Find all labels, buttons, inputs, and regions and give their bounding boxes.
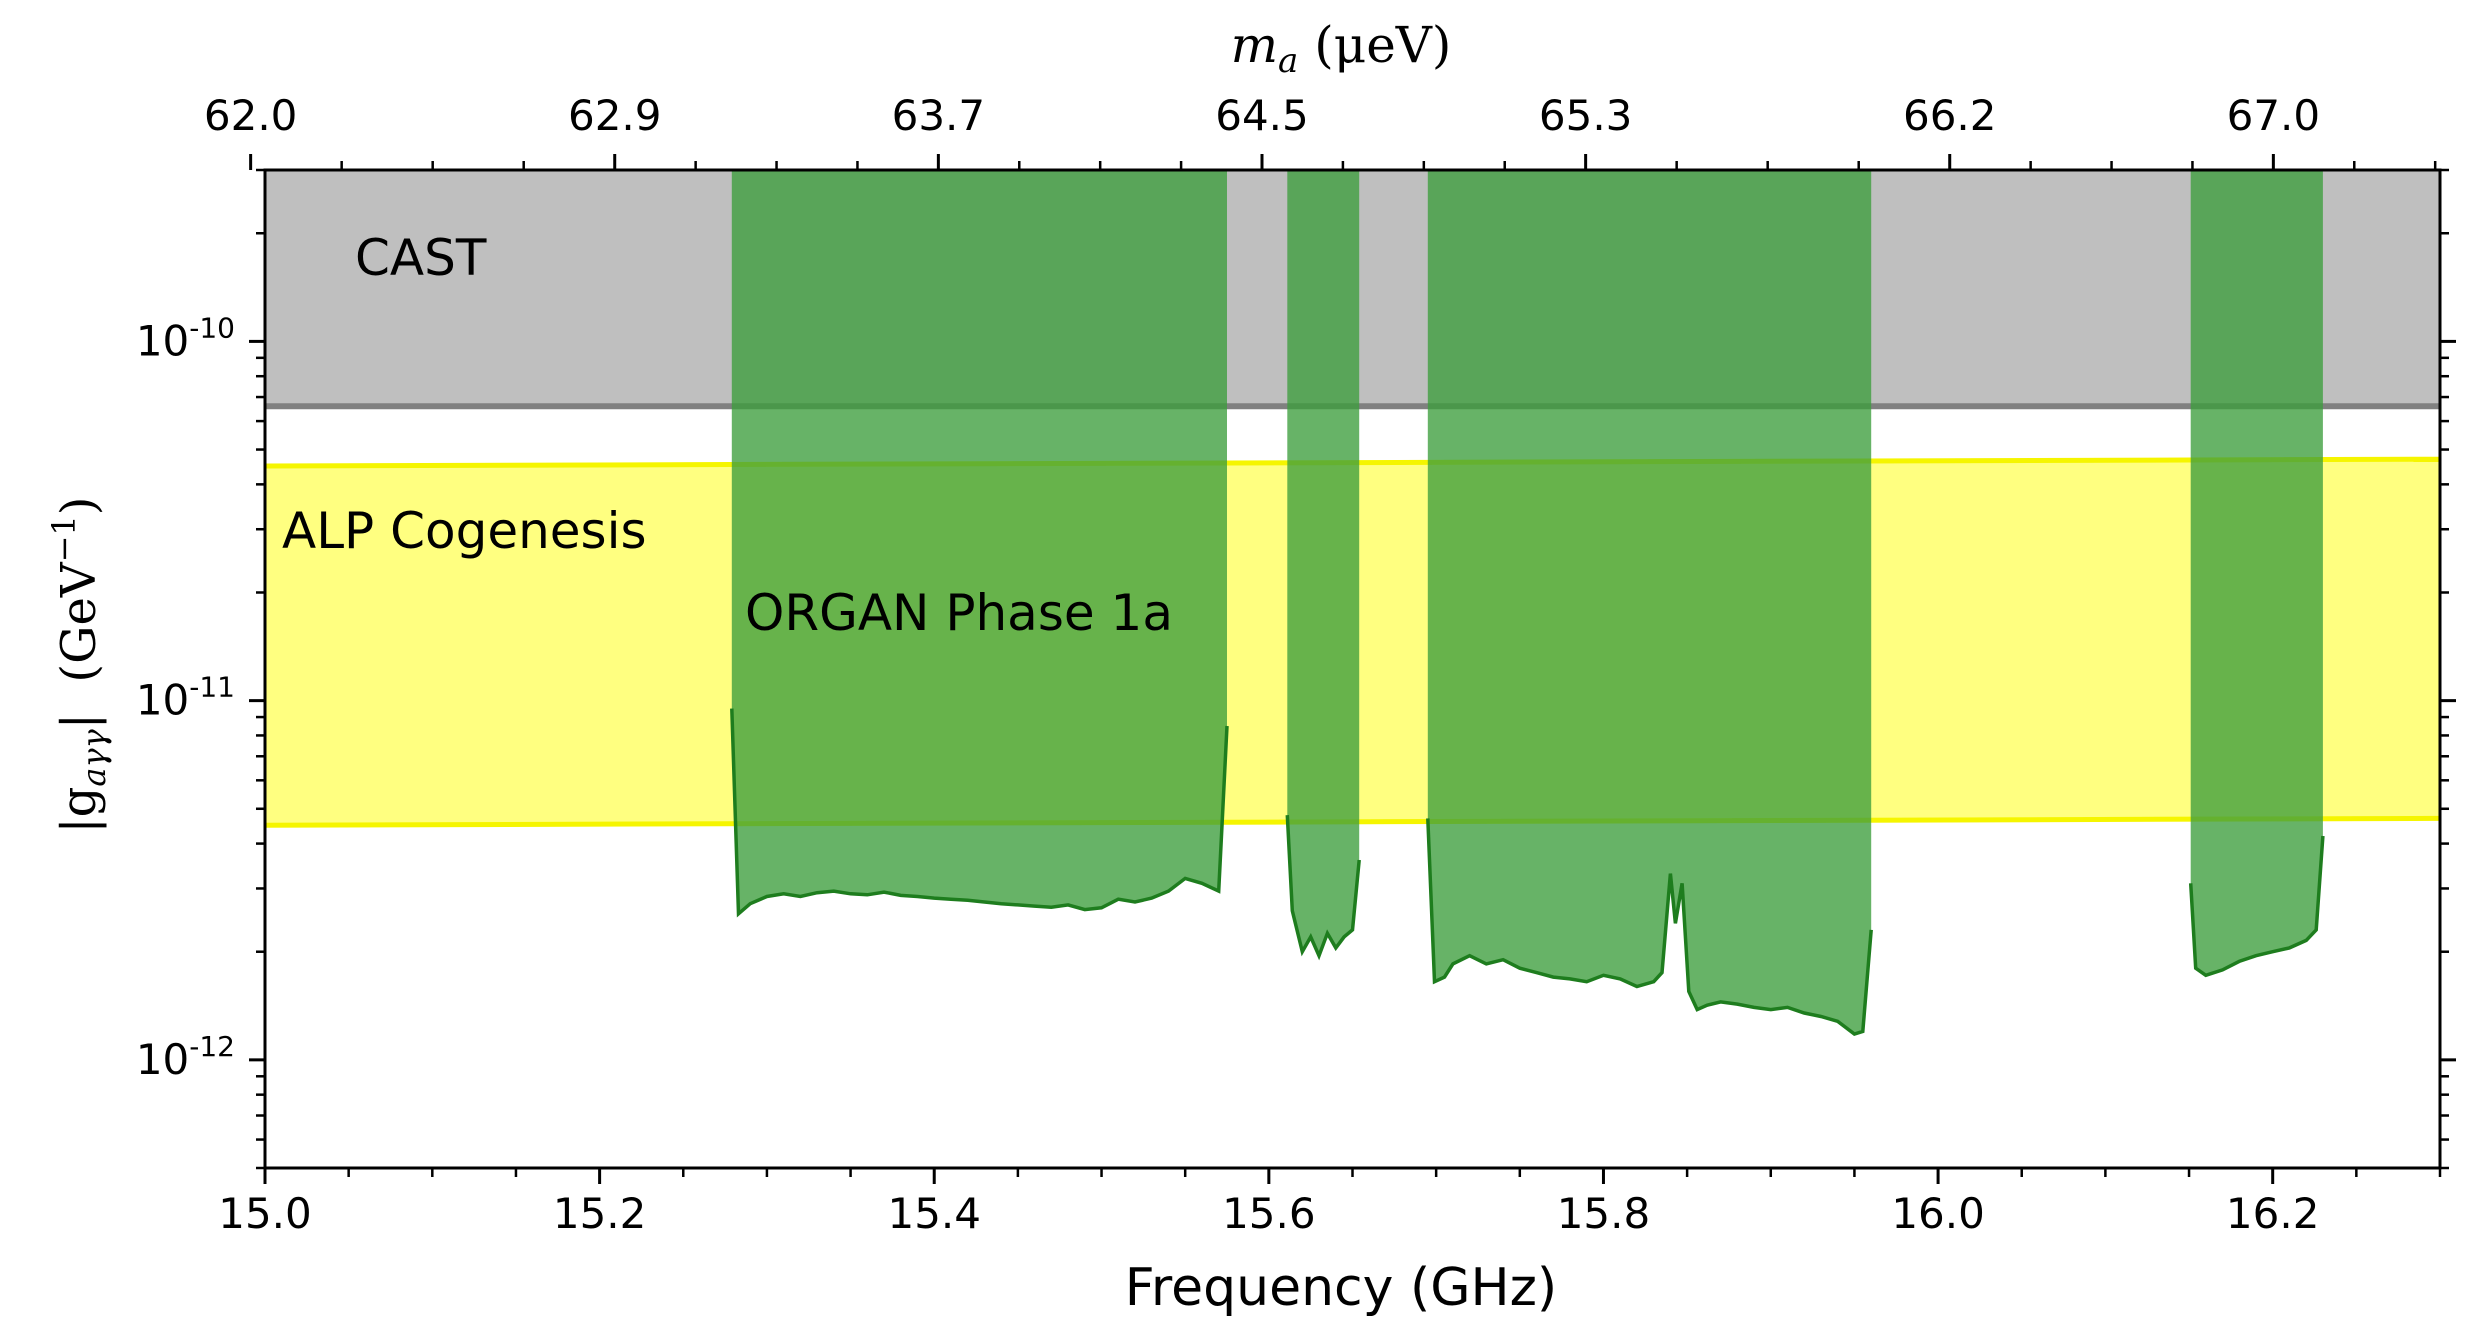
axes: 15.0 15.2 15.4 15.6 15.8 16.0 16.2 62.0 62.9 63.7… bbox=[136, 91, 2456, 1238]
top-tick-label: 67.0 bbox=[2227, 91, 2321, 140]
y-axis-label-bar: | bbox=[51, 713, 107, 729]
cast-label: CAST bbox=[355, 229, 487, 287]
organ-limit-line-4 bbox=[2188, 835, 2325, 978]
top-tick-label: 64.5 bbox=[1215, 91, 1309, 140]
x-tick-label: 16.2 bbox=[2226, 1189, 2320, 1238]
y-axis-label-unit: (GeV bbox=[51, 561, 107, 713]
alp-cogenesis-label: ALP Cogenesis bbox=[282, 502, 647, 560]
y-tick-label: 10-12 bbox=[136, 1030, 235, 1084]
x-tick-label: 15.4 bbox=[887, 1189, 981, 1238]
y-axis-label-subscript: aγγ bbox=[75, 728, 113, 786]
y-tick-label: 10-10 bbox=[136, 311, 235, 365]
top-axis-label: ma (μeV) bbox=[1231, 16, 1452, 81]
y-tick-label: 10-11 bbox=[136, 671, 235, 725]
top-tick-label: 63.7 bbox=[892, 91, 986, 140]
organ-limit-line-1 bbox=[730, 708, 1229, 918]
top-axis-label-unit: (μeV) bbox=[1298, 16, 1451, 74]
top-tick-label: 62.9 bbox=[568, 91, 662, 140]
organ-phase-1a-label: ORGAN Phase 1a bbox=[745, 584, 1173, 642]
top-tick-label: 62.0 bbox=[204, 91, 298, 140]
organ-exclusion-region-4 bbox=[2190, 170, 2323, 976]
organ-exclusion-region-3 bbox=[1427, 170, 1872, 1034]
top-axis-label-subscript: a bbox=[1278, 41, 1298, 81]
organ-exclusion-region-1 bbox=[731, 170, 1227, 914]
top-tick-label: 66.2 bbox=[1903, 91, 1997, 140]
plot-area bbox=[264, 170, 2441, 1036]
y-axis-label-symbol: |g bbox=[51, 787, 107, 834]
x-tick-label: 15.2 bbox=[553, 1189, 647, 1238]
x-tick-label: 16.0 bbox=[1891, 1189, 1985, 1238]
organ-limit-line-2 bbox=[1285, 815, 1361, 961]
x-tick-label: 15.0 bbox=[218, 1189, 312, 1238]
x-tick-label: 15.8 bbox=[1557, 1189, 1651, 1238]
x-tick-label: 15.6 bbox=[1222, 1189, 1316, 1238]
x-axis-label: Frequency (GHz) bbox=[1125, 1258, 1557, 1317]
organ-exclusion-region-2 bbox=[1287, 170, 1360, 956]
top-axis-label-symbol: m bbox=[1231, 16, 1278, 74]
y-axis-label-exponent: −1 bbox=[45, 515, 83, 562]
y-axis-label-close: ) bbox=[51, 497, 107, 516]
y-axis-label: |gaγγ| (GeV−1) bbox=[45, 497, 113, 834]
organ-limit-line-3 bbox=[1426, 818, 1873, 1036]
top-tick-label: 65.3 bbox=[1539, 91, 1633, 140]
